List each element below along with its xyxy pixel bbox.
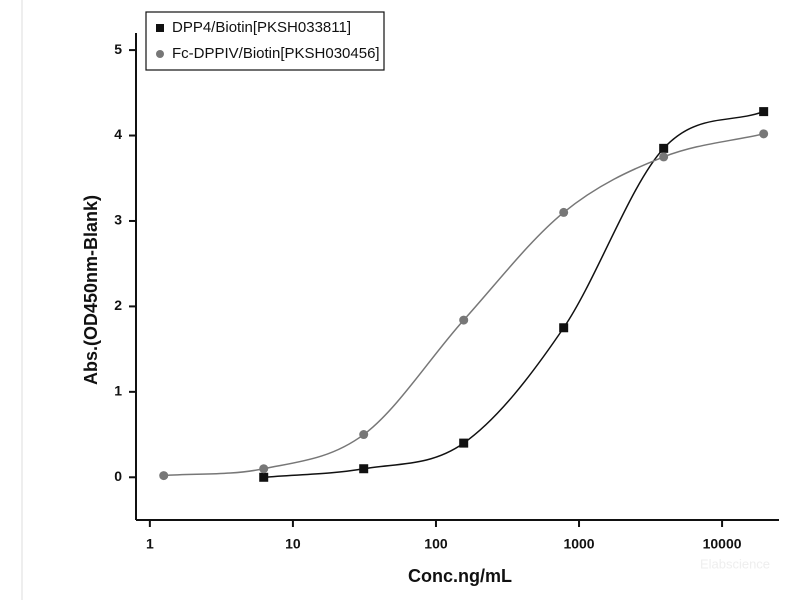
data-point — [459, 315, 469, 325]
data-point — [159, 471, 169, 481]
legend-marker — [156, 24, 164, 32]
x-tick-label: 1000 — [563, 536, 594, 552]
x-tick-label: 1 — [146, 536, 154, 552]
x-axis-title: Conc.ng/mL — [408, 566, 512, 586]
data-point — [259, 472, 269, 482]
y-tick-label: 0 — [114, 468, 122, 484]
data-point — [759, 129, 769, 139]
y-tick-label: 2 — [114, 297, 122, 313]
data-point — [559, 323, 569, 333]
data-point — [559, 207, 569, 217]
legend-box — [145, 11, 385, 71]
fit-curve — [263, 110, 764, 479]
data-point — [459, 438, 469, 448]
y-tick-label: 1 — [114, 383, 122, 399]
data-point — [259, 464, 269, 474]
y-axis-title: Abs.(OD450nm-Blank) — [81, 195, 101, 385]
data-point — [659, 143, 669, 153]
data-point — [359, 430, 369, 440]
x-tick-label: 100 — [424, 536, 448, 552]
data-point — [659, 152, 669, 162]
legend-marker — [156, 50, 164, 58]
data-point — [759, 107, 769, 117]
legend-label: Fc-DPPIV/Biotin[PKSH030456] — [172, 45, 380, 62]
watermark: Elabscience — [700, 556, 770, 571]
y-tick-label: 5 — [114, 41, 122, 57]
y-tick-label: 3 — [114, 212, 122, 228]
y-tick-label: 4 — [114, 126, 122, 142]
x-tick-label: 10 — [285, 536, 301, 552]
fit-curve — [163, 133, 764, 477]
x-tick-label: 10000 — [703, 536, 742, 552]
data-point — [359, 464, 369, 474]
legend-label: DPP4/Biotin[PKSH033811] — [172, 19, 351, 36]
